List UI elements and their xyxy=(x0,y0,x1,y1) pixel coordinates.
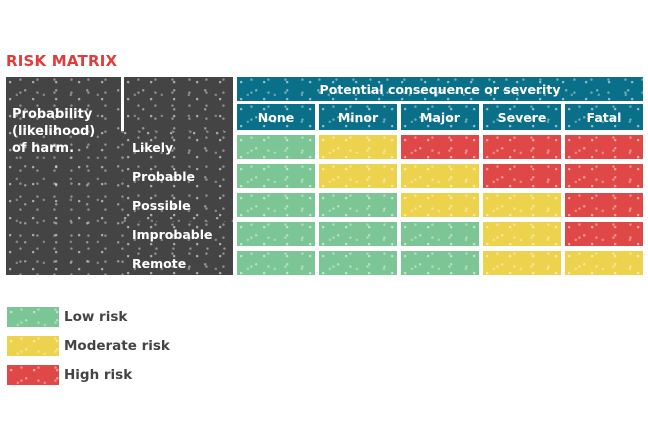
legend-label-high: High risk xyxy=(64,367,133,383)
row-label-possible: Possible xyxy=(124,193,233,217)
row-label-improbable: Improbable xyxy=(124,222,233,246)
risk-cell-probable-severe xyxy=(483,164,561,188)
corner-spacer xyxy=(121,77,233,131)
severity-column-none: None xyxy=(237,104,315,130)
probability-label-line: Probability xyxy=(12,107,93,122)
row-label-remote: Remote xyxy=(124,251,233,275)
risk-cell-likely-minor xyxy=(319,135,397,159)
risk-cell-remote-severe xyxy=(483,251,561,275)
legend-swatch-high xyxy=(7,365,59,385)
risk-cell-probable-minor xyxy=(319,164,397,188)
risk-cell-improbable-fatal xyxy=(565,222,643,246)
row-label-probable: Probable xyxy=(124,164,233,188)
legend-swatch-moderate xyxy=(7,336,59,356)
severity-column-severe: Severe xyxy=(483,104,561,130)
risk-cell-possible-severe xyxy=(483,193,561,217)
risk-cell-remote-fatal xyxy=(565,251,643,275)
risk-cell-likely-none xyxy=(237,135,315,159)
risk-cell-remote-major xyxy=(401,251,479,275)
risk-cell-remote-none xyxy=(237,251,315,275)
risk-cell-probable-fatal xyxy=(565,164,643,188)
risk-cell-likely-major xyxy=(401,135,479,159)
consequence-header: Potential consequence or severity xyxy=(237,77,643,101)
severity-column-fatal: Fatal xyxy=(565,104,643,130)
severity-column-minor: Minor xyxy=(319,104,397,130)
probability-label-line: (likelihood) xyxy=(12,124,96,139)
probability-label-line: of harm. xyxy=(12,141,75,156)
risk-cell-improbable-minor xyxy=(319,222,397,246)
page-title: RISK MATRIX xyxy=(6,52,118,70)
risk-cell-improbable-major xyxy=(401,222,479,246)
probability-label: Probability (likelihood) of harm. xyxy=(12,106,112,157)
risk-cell-remote-minor xyxy=(319,251,397,275)
row-label-likely: Likely xyxy=(124,135,233,159)
risk-cell-improbable-none xyxy=(237,222,315,246)
legend-label-low: Low risk xyxy=(64,309,128,325)
legend-label-moderate: Moderate risk xyxy=(64,338,170,354)
risk-cell-possible-minor xyxy=(319,193,397,217)
severity-column-major: Major xyxy=(401,104,479,130)
risk-cell-probable-major xyxy=(401,164,479,188)
risk-cell-likely-severe xyxy=(483,135,561,159)
risk-cell-possible-fatal xyxy=(565,193,643,217)
legend-swatch-low xyxy=(7,307,59,327)
risk-cell-likely-fatal xyxy=(565,135,643,159)
risk-cell-possible-major xyxy=(401,193,479,217)
risk-cell-improbable-severe xyxy=(483,222,561,246)
risk-cell-probable-none xyxy=(237,164,315,188)
risk-cell-possible-none xyxy=(237,193,315,217)
